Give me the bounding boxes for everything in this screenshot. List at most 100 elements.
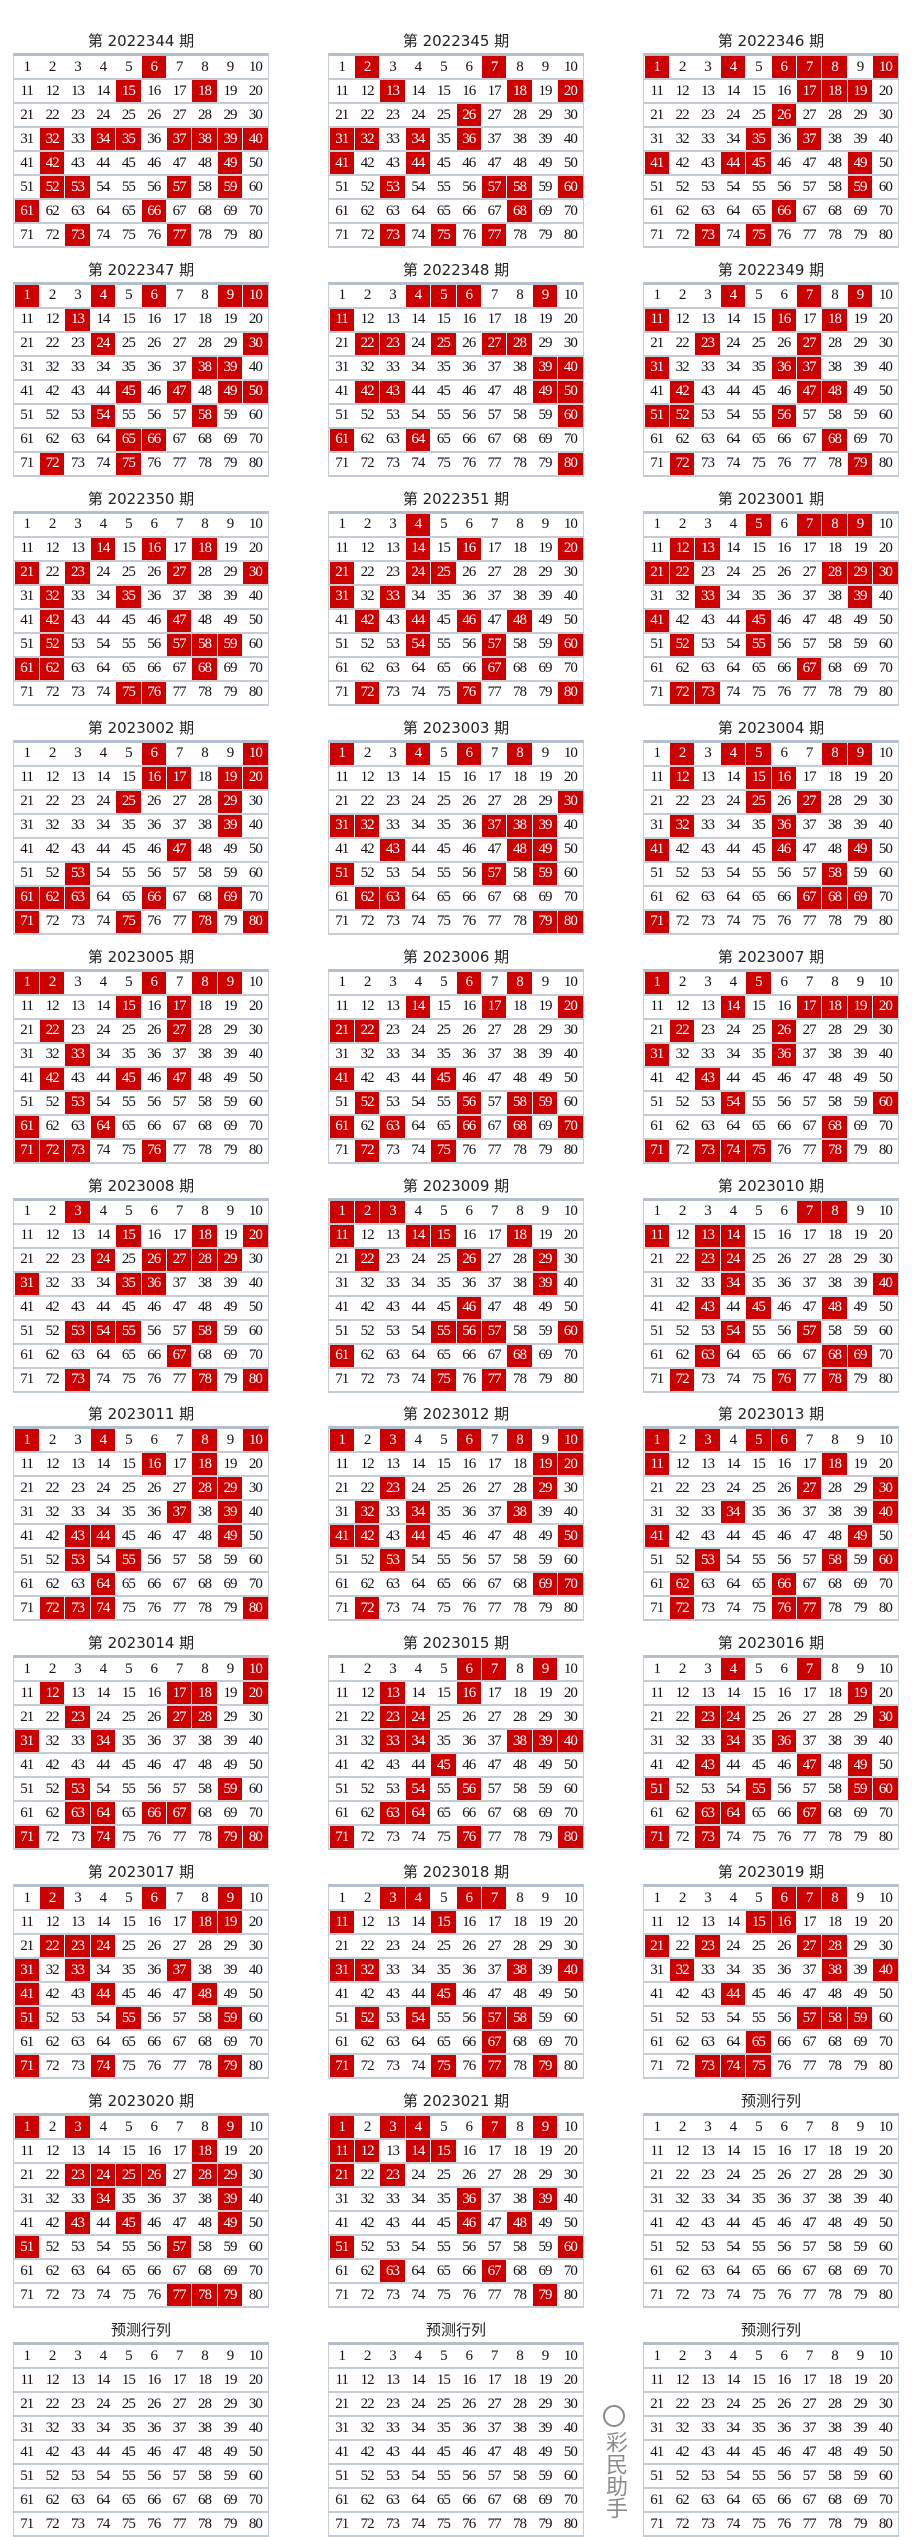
panel-title: 第 2023018 期 <box>402 1863 510 1882</box>
number-cell: 32 <box>45 2190 60 2207</box>
number-cell: 74 <box>96 2286 110 2303</box>
number-cell: 80 <box>248 2057 263 2074</box>
number-cell: 44 <box>411 1299 425 1315</box>
number-cell-drawn: 48 <box>507 838 532 861</box>
number-cell: 27 <box>172 106 187 123</box>
number-cell: 50 <box>878 383 893 400</box>
number-cell-drawn: 53 <box>65 1549 90 1572</box>
number-cell-drawn: 73 <box>65 1368 90 1391</box>
number-cell: 48 <box>513 1070 527 1087</box>
grid-row: 31 32 33 34 35 36 37 38 39 40 <box>14 2188 268 2213</box>
number-cell: 55 <box>436 636 451 653</box>
number-cell: 34 <box>726 817 740 834</box>
number-cell: 66 <box>147 2491 161 2508</box>
number-cell-drawn: 68 <box>822 1344 847 1367</box>
number-cell: 29 <box>538 564 552 581</box>
grid-row: 61 62 63 64 65 66 67 68 69 70 <box>329 886 583 911</box>
number-cell: 37 <box>802 1046 817 1063</box>
number-cell: 55 <box>751 1094 766 1111</box>
number-cell: 57 <box>802 1551 817 1568</box>
number-cell: 9 <box>541 2347 550 2364</box>
number-cell: 26 <box>777 2166 791 2183</box>
number-cell: 27 <box>802 1022 817 1039</box>
number-cell: 41 <box>335 2214 349 2231</box>
number-cell-drawn: 47 <box>166 838 192 861</box>
number-cell: 56 <box>777 2238 791 2255</box>
number-cell: 53 <box>71 2009 85 2026</box>
grid-row: 31 32 33 34 35 36 37 38 39 40 <box>644 585 898 610</box>
number-cell: 9 <box>226 2347 235 2364</box>
number-cell: 28 <box>198 1022 212 1039</box>
number-cell-drawn: 41 <box>329 152 354 174</box>
grid-row: 11 12 13 14 15 16 17 18 19 20 <box>329 1224 583 1249</box>
number-cell: 18 <box>513 311 527 328</box>
panel-title: 第 2023016 期 <box>717 1634 825 1653</box>
number-cell: 24 <box>411 1937 425 1954</box>
number-cell: 25 <box>751 1937 766 1954</box>
number-cell-drawn: 44 <box>405 609 431 632</box>
number-cell: 26 <box>777 1251 791 1267</box>
number-cell: 71 <box>335 2515 349 2532</box>
number-cell: 4 <box>414 974 423 991</box>
number-cell: 67 <box>172 1575 187 1592</box>
number-cell-drawn: 73 <box>65 1139 90 1162</box>
number-cell: 63 <box>386 1575 400 1592</box>
number-cell-drawn: 72 <box>39 452 65 475</box>
number-cell: 13 <box>71 1227 85 1243</box>
number-cell: 65 <box>121 202 136 219</box>
number-cell: 31 <box>335 2419 349 2436</box>
number-cell-drawn: 63 <box>695 1344 720 1367</box>
number-cell: 55 <box>436 1780 451 1797</box>
number-cell-drawn: 14 <box>405 995 431 1018</box>
number-cell-drawn: 5 <box>746 513 771 536</box>
number-cell: 73 <box>386 1371 400 1387</box>
number-cell: 38 <box>198 1046 212 1063</box>
number-cell-drawn: 51 <box>14 2007 39 2030</box>
number-cell: 55 <box>751 2009 766 2026</box>
number-cell: 34 <box>726 2190 740 2207</box>
number-cell: 66 <box>147 2262 161 2279</box>
grid-row: 61 62 63 64 65 66 67 68 69 70 <box>644 657 898 682</box>
number-cell: 72 <box>45 2057 60 2074</box>
number-cell: 45 <box>751 383 766 400</box>
number-cell: 44 <box>96 1299 110 1315</box>
number-cell: 27 <box>487 1708 502 1725</box>
number-cell-drawn: 46 <box>456 1296 481 1319</box>
number-cell: 80 <box>878 1828 893 1845</box>
number-cell: 33 <box>71 1503 85 1520</box>
number-cell: 62 <box>360 2262 375 2279</box>
number-cell-drawn: 33 <box>695 585 720 608</box>
number-cell: 15 <box>436 82 451 99</box>
number-cell: 29 <box>223 1708 237 1725</box>
number-cell: 11 <box>335 82 348 99</box>
number-cell-drawn: 66 <box>141 886 166 909</box>
number-cell: 69 <box>223 2491 237 2508</box>
number-cell: 57 <box>172 865 187 882</box>
number-cell: 11 <box>335 540 348 557</box>
number-cell: 74 <box>726 684 740 701</box>
number-cell: 3 <box>704 1889 712 1906</box>
number-cell: 45 <box>121 612 136 629</box>
number-cell: 76 <box>147 913 161 930</box>
number-grid: 1 2 3 4 5 6 7 8 9 10 11 12 13 14 15 16 17 18 19 20 21 22 23 24 2… <box>13 739 269 935</box>
number-cell-drawn: 55 <box>431 1320 456 1343</box>
number-cell: 11 <box>650 2371 663 2388</box>
number-cell: 51 <box>335 1780 349 1797</box>
number-cell: 5 <box>125 974 133 991</box>
number-cell: 30 <box>248 1251 263 1267</box>
number-cell: 59 <box>853 407 867 424</box>
grid-row: 11 12 13 14 15 16 17 18 19 20 <box>644 995 898 1020</box>
number-cell-drawn: 25 <box>116 2164 141 2187</box>
number-cell-drawn: 60 <box>873 1091 898 1114</box>
number-cell-drawn: 5 <box>746 971 771 994</box>
number-cell: 50 <box>248 1527 263 1544</box>
number-cell: 13 <box>701 769 715 786</box>
number-cell-drawn: 68 <box>822 1115 847 1138</box>
grid-row: 1 2 3 4 5 6 7 8 9 10 <box>644 1429 898 1454</box>
number-cell: 57 <box>802 178 817 195</box>
number-cell: 48 <box>828 1756 842 1773</box>
number-cell: 33 <box>71 817 85 834</box>
number-cell: 61 <box>20 431 34 448</box>
number-cell-drawn: 28 <box>192 2164 217 2187</box>
number-cell: 56 <box>777 178 791 195</box>
